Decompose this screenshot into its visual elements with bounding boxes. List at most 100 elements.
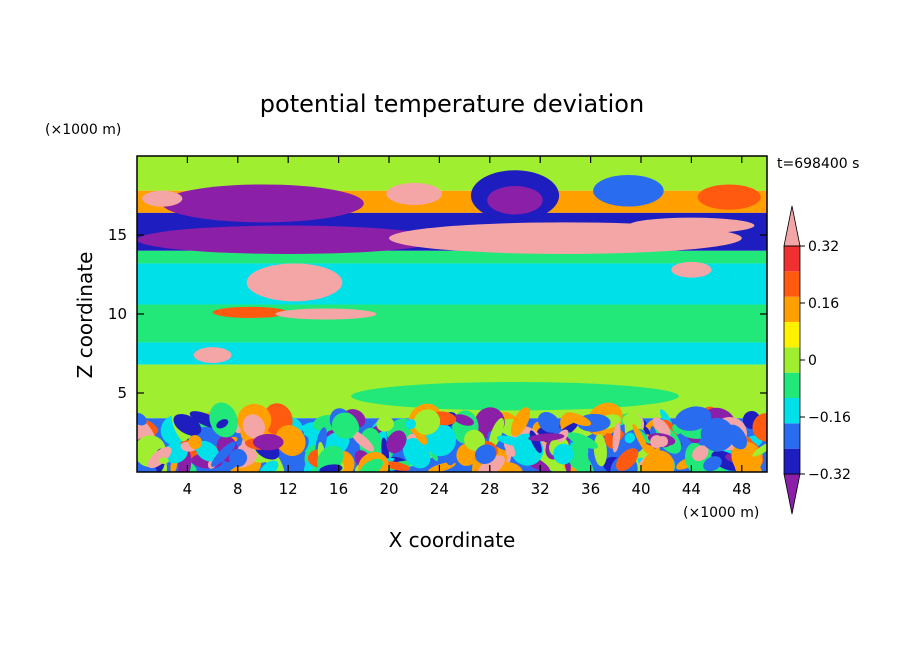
turbulence-patch [700,417,735,452]
y-axis: 5 10 15 [108,226,767,402]
contour-blobs [137,170,761,411]
contour-blob-13 [671,261,712,278]
colorbar: −0.32 −0.16 0 0.16 0.32 [783,205,851,515]
contour-blob-9 [628,217,755,234]
turbulence-patch [593,434,607,467]
turbulence-patch [211,441,236,467]
turbulence-patch [752,440,767,457]
turbulence-patch [386,430,407,454]
turbulence-patch [275,425,306,456]
contour-blob-10 [246,263,343,302]
turbulence-patch [731,441,763,472]
contour-blob-0 [162,184,364,223]
turbulence-patch [474,444,497,464]
turbulence-patch [703,456,722,472]
turbulence-patch [147,446,172,469]
band-3 [137,250,767,264]
turbulence-patch [453,414,474,426]
turbulence-patch [641,450,675,472]
turbulence-patch [528,433,565,442]
turbulence-patch [195,440,219,462]
x-tick-label-24: 24 [430,480,449,498]
y-tick-label-10: 10 [108,305,127,323]
turbulence-patch [158,457,169,464]
turbulence-patch [624,432,636,444]
band-4 [137,263,767,305]
contour-blob-14 [193,347,232,363]
turbulence-patch [137,412,147,426]
colorbar-band-3 [784,398,800,424]
turbulence-patch [188,435,202,450]
colorbar-extend-max [783,205,801,247]
turbulence-patch [413,409,441,435]
turbulence-patch [351,430,375,452]
x-tick-label-32: 32 [531,480,550,498]
turbulence-patch [674,406,712,431]
colorbar-band-2 [784,423,800,449]
turbulence-patch [616,448,639,471]
turbulence-patch [537,412,560,433]
turbulence-patch [216,419,229,429]
turbulence-patch [564,412,592,427]
turbulence-patch [622,413,643,429]
turbulence-patch [692,445,709,462]
contour-blob-4 [487,186,543,215]
contour-blob-15 [351,381,679,411]
colorbar-band-4 [784,372,800,398]
turbulence-patch [229,448,248,467]
x-axis-label: X coordinate [389,528,516,552]
y-axis-label: Z coordinate [73,252,97,379]
y-unit-label: (×1000 m) [45,122,121,138]
y-tick-label-15: 15 [108,226,127,244]
plot-area [137,156,767,472]
contour-blob-5 [593,174,664,207]
x-tick-label-40: 40 [631,480,650,498]
colorbar-band-6 [784,322,800,348]
contour-blob-1 [386,182,442,205]
time-label: t=698400 s [777,156,859,172]
colorbar-tick-label: −0.32 [808,467,851,483]
turbulence-patch [612,422,621,453]
chart-title: potential temperature deviation [260,90,644,118]
turbulence-patch [402,438,431,469]
contour-blob-2 [142,190,183,207]
turbulence-patch [359,458,384,472]
colorbar-tick-label: 0.32 [808,239,839,255]
surface-turbulence-layer [137,402,767,472]
turbulence-patch [384,461,411,471]
turbulence-patch [242,414,265,439]
x-tick-label-44: 44 [682,480,701,498]
contour-blob-11 [212,306,289,318]
colorbar-tick-label: 0.16 [808,296,839,312]
turbulence-patch [253,433,284,451]
turbulence-patch [376,416,395,432]
x-axis: 4 8 12 16 20 24 28 32 36 40 44 48 [183,156,751,498]
x-tick-label-20: 20 [379,480,398,498]
colorbar-band-8 [784,271,800,297]
x-tick-label-28: 28 [480,480,499,498]
turbulence-patch [173,413,202,436]
turbulence-patch [331,412,359,439]
colorbar-tick-label: −0.16 [808,410,851,426]
contour-blob-7 [137,225,440,254]
colorbar-band-1 [784,448,800,474]
band-6 [137,342,767,365]
colorbar-extend-min [783,473,801,515]
turbulence-patch [488,418,505,449]
contour-blob-6 [697,184,761,210]
x-tick-label-48: 48 [732,480,751,498]
y-tick-label-5: 5 [117,384,127,402]
turbulence-patch [425,432,439,443]
turbulence-patch [510,407,531,437]
turbulence-patch [650,435,664,449]
colorbar-band-9 [784,246,800,272]
colorbar-band-7 [784,296,800,322]
turbulence-patch [259,460,279,472]
turbulence-patch [496,435,523,446]
x-unit-label: (×1000 m) [683,505,759,521]
contour-blob-12 [275,308,377,320]
turbulence-patch [553,443,574,465]
turbulence-patch [652,417,671,437]
x-tick-label-36: 36 [581,480,600,498]
x-tick-label-8: 8 [233,480,243,498]
